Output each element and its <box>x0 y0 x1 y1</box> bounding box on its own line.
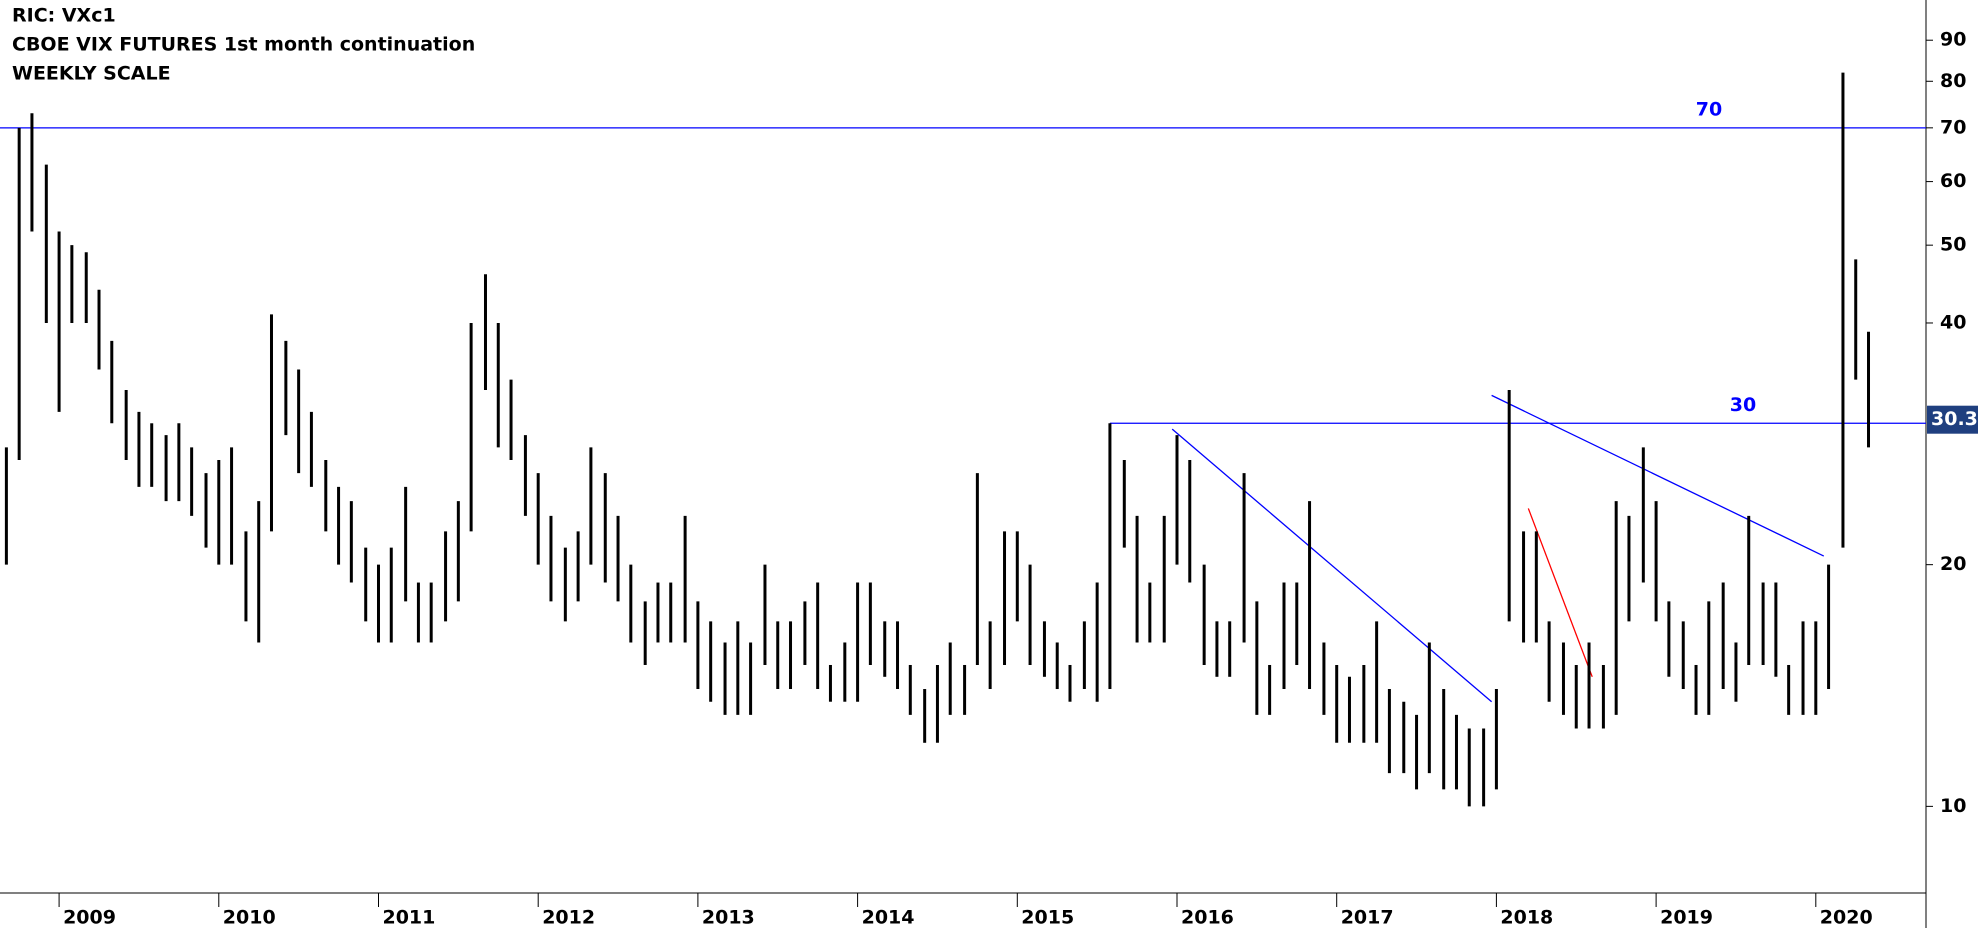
x-tick-label: 2014 <box>862 907 915 928</box>
last-price-label: 30.31 <box>1931 408 1978 430</box>
title-line: CBOE VIX FUTURES 1st month continuation <box>12 34 475 56</box>
x-tick-label: 2016 <box>1181 907 1234 928</box>
x-tick-label: 2011 <box>382 907 435 928</box>
trend-line <box>1491 394 1825 557</box>
x-tick-label: 2012 <box>542 907 595 928</box>
title-line: WEEKLY SCALE <box>12 63 171 85</box>
x-tick-label: 2013 <box>702 907 755 928</box>
x-tick-label: 2010 <box>223 907 276 928</box>
y-tick-label: 20 <box>1940 553 1966 575</box>
x-tick-label: 2015 <box>1021 907 1074 928</box>
y-tick-label: 90 <box>1940 29 1966 51</box>
y-tick-label: 60 <box>1940 170 1966 192</box>
level-label: 30 <box>1730 394 1756 416</box>
x-tick-label: 2017 <box>1341 907 1394 928</box>
y-tick-label: 50 <box>1940 234 1966 256</box>
last-price-box <box>1927 405 1978 434</box>
level-label: 70 <box>1696 98 1722 120</box>
y-tick-label: 40 <box>1940 311 1966 333</box>
y-tick-label: 10 <box>1940 795 1966 817</box>
y-tick-label: 70 <box>1940 116 1966 138</box>
x-tick-label: 2020 <box>1820 907 1873 928</box>
trend-line <box>1527 508 1593 678</box>
x-tick-label: 2018 <box>1500 907 1553 928</box>
y-tick-label: 80 <box>1940 70 1966 92</box>
x-tick-label: 2019 <box>1660 907 1713 928</box>
trend-line <box>1171 428 1493 703</box>
x-tick-label: 2009 <box>63 907 116 928</box>
title-line: RIC: VXc1 <box>12 5 116 27</box>
